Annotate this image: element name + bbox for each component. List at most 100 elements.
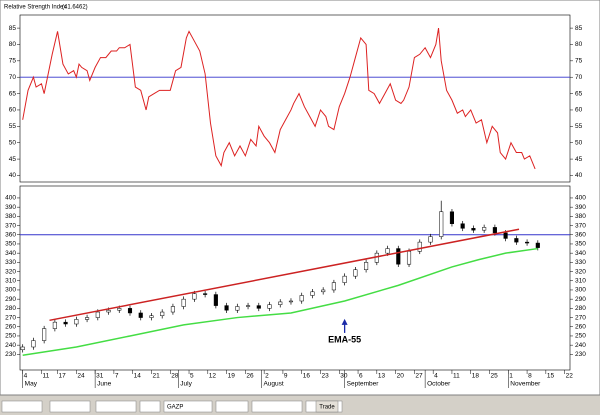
candle-body	[288, 300, 294, 303]
candle-body	[52, 321, 57, 329]
candle-body	[342, 275, 347, 283]
x-tick-label: 19	[228, 373, 236, 380]
plot-area	[19, 14, 571, 183]
x-tick-label: 9	[284, 373, 288, 380]
candle-body	[503, 232, 508, 239]
candle-body	[235, 306, 240, 311]
x-tick-label: 22	[566, 373, 574, 380]
y-tick-label: 50	[9, 139, 17, 146]
y-tick-label: 320	[5, 268, 16, 275]
y-tick-label: 350	[575, 241, 586, 248]
x-tick-label: 17	[59, 373, 67, 380]
candle-body	[267, 304, 272, 309]
candle-body	[417, 241, 422, 252]
y-tick-label: 340	[5, 250, 16, 257]
indicator-value: (41.6462)	[62, 5, 88, 11]
trade-button[interactable]	[315, 400, 339, 413]
x-tick-label: 1	[509, 373, 513, 380]
y-tick-label: 300	[5, 287, 16, 294]
y-tick-label: 280	[5, 305, 16, 312]
y-tick-label: 320	[575, 268, 586, 275]
series-line	[22, 247, 538, 357]
y-tick-label: 240	[5, 342, 16, 349]
y-tick-label: 330	[5, 259, 16, 266]
trade-button-label[interactable]: Trade	[319, 405, 335, 411]
y-tick-label: 330	[575, 259, 586, 266]
y-tick-label: 55	[575, 123, 583, 130]
candle-body	[331, 282, 336, 291]
candle-body	[449, 211, 455, 224]
y-tick-label: 230	[5, 351, 16, 358]
candle-body	[396, 248, 401, 265]
toolbar-control	[215, 400, 249, 413]
month-label: June	[97, 381, 111, 388]
y-tick-label: 270	[575, 314, 586, 321]
candle-body	[181, 298, 186, 307]
y-tick-label: 80	[9, 41, 17, 48]
y-tick-label: 360	[575, 231, 586, 238]
x-tick-label: 7	[115, 373, 119, 380]
x-tick-label: 8	[528, 373, 532, 380]
x-tick-label: 27	[415, 373, 423, 380]
x-tick-label: 23	[321, 373, 329, 380]
candle-body	[213, 294, 218, 306]
y-tick-label: 70	[575, 74, 583, 81]
candle-body	[224, 305, 229, 311]
candle-body	[471, 228, 476, 231]
toolbar-control	[1, 400, 43, 413]
candle-body	[127, 308, 133, 314]
y-tick-label: 370	[575, 222, 586, 229]
candle-body	[278, 301, 283, 305]
y-tick-label: 310	[575, 277, 586, 284]
x-tick-label: 15	[547, 373, 555, 380]
candle-body	[428, 236, 433, 243]
candle-body	[245, 305, 251, 307]
candle-body	[160, 311, 165, 316]
y-tick-label: 65	[575, 90, 583, 97]
month-label: May	[25, 381, 38, 388]
month-label: October	[427, 381, 451, 388]
candle-body	[514, 238, 519, 243]
y-tick-label: 340	[575, 250, 586, 257]
series-line	[49, 228, 520, 322]
x-tick-label: 21	[152, 373, 160, 380]
x-tick-label: 25	[491, 373, 499, 380]
y-tick-label: 70	[9, 74, 17, 81]
y-tick-label: 260	[5, 323, 16, 330]
x-tick-label: 28	[171, 373, 179, 380]
annotation-arrowhead	[341, 318, 348, 325]
x-tick-label: 13	[378, 373, 386, 380]
candle-body	[192, 293, 197, 300]
y-tick-label: 230	[575, 351, 586, 358]
x-tick-label: 16	[303, 373, 311, 380]
indicator-title: Relative Strength Index	[4, 5, 66, 11]
y-tick-label: 300	[575, 287, 586, 294]
x-tick-label: 12	[209, 373, 217, 380]
candle-body	[138, 312, 143, 318]
y-tick-label: 360	[5, 231, 16, 238]
y-tick-label: 65	[9, 90, 17, 97]
candle-body	[31, 340, 36, 348]
y-tick-label: 290	[575, 296, 586, 303]
x-tick-label: 5	[190, 373, 194, 380]
candle-body	[63, 321, 68, 325]
toolbar-control	[251, 400, 303, 413]
x-tick-label: 11	[42, 373, 49, 380]
y-tick-label: 55	[9, 123, 17, 130]
x-tick-label: 11	[453, 373, 460, 380]
candle-body	[42, 328, 47, 341]
x-tick-label: 4	[434, 373, 438, 380]
candle-body	[310, 291, 315, 296]
symbol: GAZP	[167, 405, 183, 411]
y-tick-label: 75	[9, 58, 17, 65]
toolbar-control	[139, 400, 161, 413]
toolbar-control	[95, 400, 137, 413]
candle-body	[460, 223, 465, 229]
candle-body	[117, 308, 122, 311]
x-tick-label: 18	[472, 373, 480, 380]
y-tick-label: 270	[5, 314, 16, 321]
x-tick-label: 20	[397, 373, 405, 380]
y-tick-label: 290	[5, 296, 16, 303]
y-tick-label: 85	[9, 25, 17, 32]
x-tick-label: 2	[265, 373, 269, 380]
